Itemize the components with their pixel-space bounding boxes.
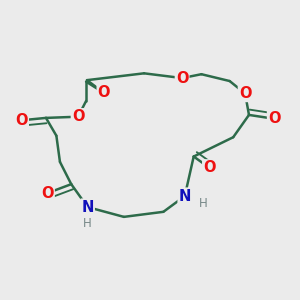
Text: O: O (176, 70, 188, 86)
Text: O: O (203, 160, 216, 175)
Text: O: O (268, 111, 280, 126)
Text: O: O (239, 86, 251, 101)
Text: O: O (98, 85, 110, 100)
Text: O: O (41, 186, 54, 201)
Text: H: H (199, 197, 208, 210)
Text: H: H (82, 217, 91, 230)
Text: O: O (15, 113, 28, 128)
Text: N: N (178, 189, 191, 204)
Text: N: N (81, 200, 94, 214)
Text: O: O (72, 109, 84, 124)
